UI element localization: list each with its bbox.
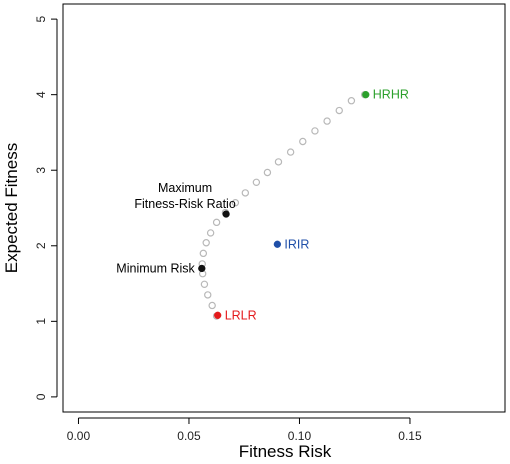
y-tick-label: 5 [34,15,48,22]
frontier-point [241,189,250,197]
frontier-point [204,291,212,299]
y-axis-title: Expected Fitness [2,143,21,273]
y-tick-label: 3 [34,167,48,174]
frontier-point [199,249,208,258]
frontier-point [202,239,210,247]
label-minimum-risk: Minimum Risk [116,261,195,275]
point-maximum-fitness-risk-ratio [222,210,230,218]
x-tick-label: 0.15 [398,429,422,443]
frontier-point [347,97,356,105]
point-lrlr [214,311,222,319]
y-tick-label: 2 [34,242,48,249]
frontier-point [212,218,221,227]
label-irir: IRIR [284,237,309,251]
plot-frame [62,3,506,413]
frontier-point [263,168,272,177]
frontier-point [311,127,319,135]
frontier-point [274,158,283,166]
label-lrlr: LRLR [225,308,257,322]
point-irir [273,240,282,248]
y-tick-label: 1 [34,318,48,325]
y-axis: 0 1 2 3 4 5 [34,15,58,400]
x-tick-label: 0.05 [177,429,201,443]
y-tick-label: 4 [34,91,48,98]
x-axis: 0.00 0.05 0.10 0.15 [67,417,422,443]
frontier-point [206,229,215,237]
point-hrhr [362,91,370,99]
x-tick-label: 0.10 [288,429,312,443]
y-tick-label: 0 [34,393,48,400]
x-tick-label: 0.00 [67,429,91,443]
frontier-point [323,117,331,125]
frontier-point [252,178,261,187]
frontier-point [200,280,209,289]
frontier-point [286,148,295,156]
frontier-point [335,106,343,115]
x-axis-title: Fitness Risk [239,442,332,461]
label-maximum-fitness-risk-ratio: Maximum Fitness-Risk Ratio [134,181,235,211]
frontier-point [231,199,240,207]
highlight-points: HRHR IRIR LRLR Minimum Risk Maximum Fitness-R… [116,88,409,323]
label-hrhr: HRHR [373,88,409,102]
frontier-point [299,137,307,146]
point-minimum-risk [198,264,206,273]
frontier-point [208,301,216,310]
